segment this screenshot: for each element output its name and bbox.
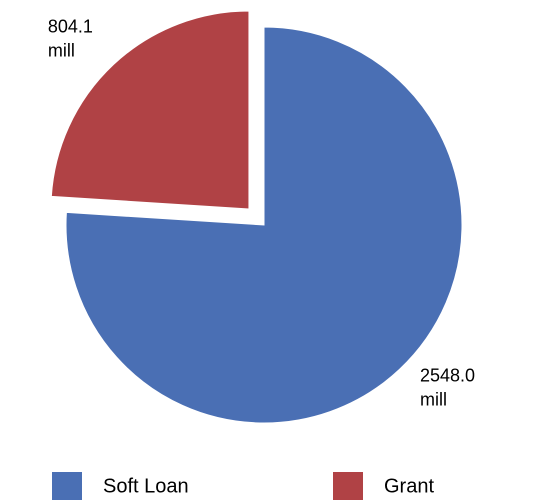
- data-label: 2548.0 mill: [420, 365, 475, 409]
- data-label-line: mill: [420, 389, 447, 409]
- pie-slice: [50, 10, 250, 210]
- legend-swatch: [52, 472, 82, 500]
- pie-slice: [65, 26, 463, 424]
- data-label: 804.1 mill: [48, 17, 93, 61]
- data-label-line: 2548.0: [420, 365, 475, 385]
- data-label-line: 804.1: [48, 17, 93, 37]
- data-label-line: mill: [48, 41, 75, 61]
- legend-label: Soft Loan: [103, 475, 189, 497]
- legend-swatch: [333, 472, 363, 500]
- legend-label: Grant: [384, 475, 434, 497]
